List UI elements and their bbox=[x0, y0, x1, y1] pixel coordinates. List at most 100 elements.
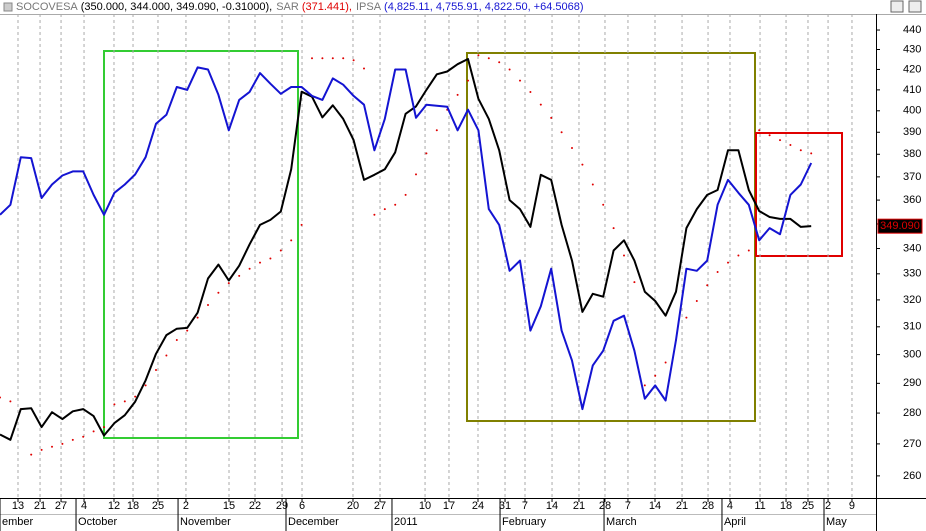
x-tick-label: 15 bbox=[223, 500, 235, 512]
sar-dot bbox=[373, 213, 376, 216]
close-button[interactable] bbox=[908, 0, 922, 13]
sar-dot bbox=[779, 139, 782, 142]
sar-dot bbox=[768, 134, 771, 137]
sar-dot bbox=[113, 403, 116, 406]
y-tick-label: 270 bbox=[903, 438, 921, 450]
y-tick-label: 440 bbox=[903, 24, 921, 36]
sar-dot bbox=[581, 163, 584, 166]
series-line bbox=[0, 66, 813, 411]
y-tick-label: 310 bbox=[903, 321, 921, 333]
sar-dot bbox=[560, 131, 563, 134]
legend-name: SAR bbox=[276, 1, 299, 13]
x-tick-label: 4 bbox=[81, 500, 87, 512]
sar-dot bbox=[487, 57, 490, 60]
sar-dot bbox=[0, 396, 1, 399]
sar-dot bbox=[217, 291, 220, 294]
sar-dot bbox=[82, 435, 85, 438]
x-tick-label: 6 bbox=[299, 500, 305, 512]
sar-dot bbox=[394, 203, 397, 206]
sar-dot bbox=[383, 208, 386, 211]
x-tick-label: 27 bbox=[374, 500, 386, 512]
sar-dot bbox=[175, 339, 178, 342]
sar-dot bbox=[331, 57, 334, 60]
x-tick-label: 31 bbox=[499, 500, 511, 512]
x-tick-label: 28 bbox=[702, 500, 714, 512]
sar-dot bbox=[758, 129, 761, 132]
month-label: 2011 bbox=[394, 516, 418, 528]
y-tick-label: 340 bbox=[903, 242, 921, 254]
sar-dot bbox=[61, 442, 64, 445]
sar-dot bbox=[425, 152, 428, 155]
month-label: February bbox=[502, 516, 547, 528]
sar-dot bbox=[623, 254, 626, 257]
x-tick-label: 18 bbox=[127, 500, 139, 512]
x-tick-label: 21 bbox=[676, 500, 688, 512]
sar-dot bbox=[685, 316, 688, 319]
restore-button[interactable] bbox=[890, 0, 904, 13]
sar-dot bbox=[290, 239, 293, 242]
sar-dot bbox=[103, 426, 106, 429]
sar-dot bbox=[456, 93, 459, 96]
y-tick-label: 260 bbox=[903, 470, 921, 482]
sar-dot bbox=[654, 374, 657, 377]
sar-dot bbox=[30, 453, 33, 456]
y-tick-label: 390 bbox=[903, 126, 921, 138]
sar-dot bbox=[123, 400, 126, 403]
sar-dot bbox=[727, 261, 730, 264]
sar-dot bbox=[165, 354, 168, 357]
last-value-label: 349.090 bbox=[880, 220, 920, 232]
sar-dot bbox=[311, 57, 314, 60]
x-tick-label: 25 bbox=[152, 500, 164, 512]
y-tick-label: 320 bbox=[903, 294, 921, 306]
legend-name: IPSA bbox=[356, 1, 382, 13]
x-tick-label: 4 bbox=[727, 500, 733, 512]
sar-dot bbox=[633, 281, 636, 284]
month-label: November bbox=[180, 516, 231, 528]
y-tick-label: 290 bbox=[903, 377, 921, 389]
y-tick-label: 330 bbox=[903, 268, 921, 280]
sar-dot bbox=[550, 116, 553, 119]
sar-dot bbox=[789, 143, 792, 146]
sar-dot bbox=[706, 284, 709, 287]
sar-dot bbox=[643, 384, 646, 387]
x-tick-label: 18 bbox=[780, 500, 792, 512]
month-label: October bbox=[78, 516, 117, 528]
x-tick-label: 21 bbox=[34, 500, 46, 512]
y-tick-label: 360 bbox=[903, 194, 921, 206]
sar-dot bbox=[477, 54, 480, 57]
x-tick-label: 21 bbox=[573, 500, 585, 512]
month-label: April bbox=[724, 516, 746, 528]
sar-dot bbox=[134, 395, 137, 398]
month-label: March bbox=[606, 516, 637, 528]
sar-dot bbox=[602, 203, 605, 206]
y-tick-label: 430 bbox=[903, 43, 921, 55]
x-tick-label: 2 bbox=[183, 500, 189, 512]
sar-dot bbox=[300, 223, 303, 226]
month-label: December bbox=[288, 516, 339, 528]
y-tick-label: 380 bbox=[903, 148, 921, 160]
x-tick-label: 28 bbox=[599, 500, 611, 512]
x-tick-label: 29 bbox=[276, 500, 288, 512]
x-tick-label: 2 bbox=[825, 500, 831, 512]
sar-dot bbox=[321, 57, 324, 60]
highlight-box bbox=[103, 50, 299, 439]
x-tick-label: 14 bbox=[649, 500, 661, 512]
last-value-box bbox=[877, 218, 923, 234]
month-label: May bbox=[826, 516, 847, 528]
sar-dot bbox=[716, 271, 719, 274]
y-tick-label: 410 bbox=[903, 84, 921, 96]
x-tick-label: 22 bbox=[249, 500, 261, 512]
y-tick-label: 300 bbox=[903, 349, 921, 361]
highlight-box bbox=[755, 132, 843, 257]
sar-dot bbox=[498, 61, 501, 64]
sar-dot bbox=[207, 303, 210, 306]
x-tick-label: 13 bbox=[12, 500, 24, 512]
sar-dot bbox=[51, 445, 54, 448]
sar-dot bbox=[71, 438, 74, 441]
sar-dot bbox=[342, 57, 345, 60]
x-tick-label: 25 bbox=[802, 500, 814, 512]
y-tick-label: 420 bbox=[903, 63, 921, 75]
sar-dot bbox=[591, 183, 594, 186]
sar-dot bbox=[40, 448, 43, 451]
sar-dot bbox=[9, 400, 12, 403]
